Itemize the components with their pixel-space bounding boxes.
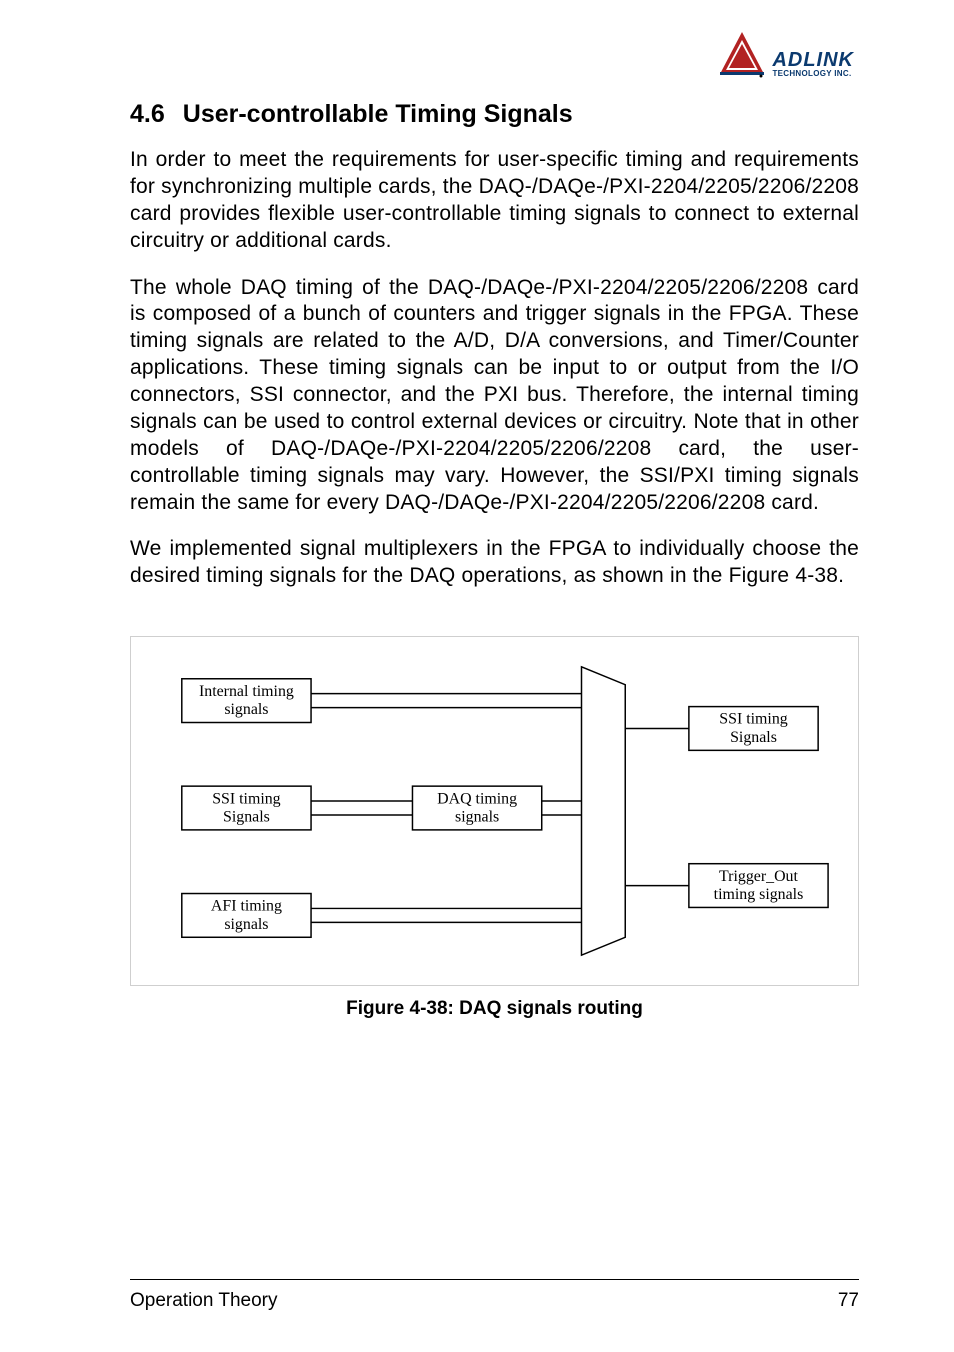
figure-diagram: Internal timingsignals SSI timingSignals A… [130,636,859,986]
section-title: User-controllable Timing Signals [183,100,573,129]
logo-triangle-icon [718,30,766,78]
node-internal-timing: Internal timingsignals [182,679,311,723]
logo-text: ADLINK TECHNOLOGY INC. [772,50,854,78]
signal-routing-diagram: Internal timingsignals SSI timingSignals A… [131,637,858,985]
footer-chapter: Operation Theory [130,1290,278,1312]
logo-area: ADLINK TECHNOLOGY INC. [130,30,859,78]
svg-text:Trigger_Outtiming signals: Trigger_Outtiming signals [714,868,804,903]
figure-caption: Figure 4-38: DAQ signals routing [130,998,859,1020]
page-footer: Operation Theory 77 [130,1279,859,1312]
section-number: 4.6 [130,100,165,129]
node-ssi-timing-out: SSI timingSignals [689,707,818,751]
logo-brand: ADLINK [772,50,854,70]
section-heading: 4.6 User-controllable Timing Signals [130,100,859,129]
node-daq-timing: DAQ timingsignals [412,786,541,830]
paragraph-2: The whole DAQ timing of the DAQ-/DAQe-/P… [130,275,859,517]
multiplexer-shape [582,667,626,955]
logo-subtitle: TECHNOLOGY INC. [772,70,854,78]
footer-divider [130,1279,859,1280]
footer-page-number: 77 [838,1290,859,1312]
figure-4-38: Internal timingsignals SSI timingSignals A… [130,636,859,1020]
node-trigger-out: Trigger_Outtiming signals [689,864,828,908]
adlink-logo: ADLINK TECHNOLOGY INC. [718,30,854,78]
paragraph-1: In order to meet the requirements for us… [130,147,859,255]
paragraph-3: We implemented signal multiplexers in th… [130,536,859,590]
node-ssi-timing-in: SSI timingSignals [182,786,311,830]
node-afi-timing: AFI timingsignals [182,894,311,938]
